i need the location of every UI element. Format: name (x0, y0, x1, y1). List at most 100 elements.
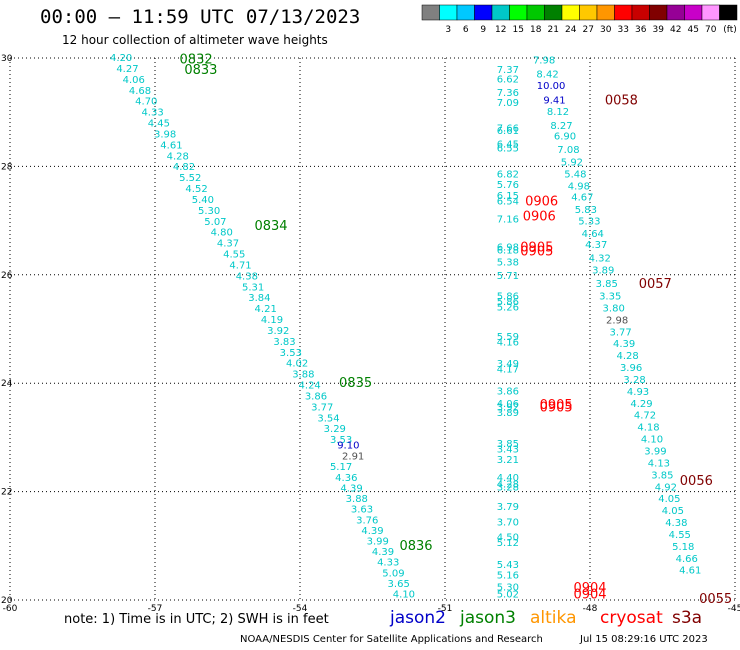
lat-tick-label: 24 (1, 379, 13, 389)
footer-credit: NOAA/NESDIS Center for Satellite Applica… (240, 634, 543, 645)
swh-value: 5.07 (204, 217, 226, 228)
swh-value: 3.89 (592, 265, 614, 276)
map-title: 00:00 – 11:59 UTC 07/13/2023 (40, 6, 361, 28)
swh-value: 4.38 (236, 271, 258, 282)
swh-value: 3.86 (497, 386, 519, 397)
swh-value: 3.53 (330, 435, 352, 446)
legend-jason2: jason2 (390, 608, 446, 628)
swh-value: 5.26 (497, 302, 519, 313)
colorbar-label: 21 (548, 25, 559, 35)
swh-value: 4.13 (648, 458, 670, 469)
colorbar-label: 6 (463, 25, 469, 35)
swh-value: 7.16 (497, 215, 519, 226)
swh-value: 3.98 (154, 129, 176, 140)
swh-value: 5.09 (382, 568, 404, 579)
swh-value: 8.42 (536, 69, 558, 80)
swh-value: 4.52 (185, 184, 207, 195)
swh-value: 3.92 (497, 403, 519, 414)
swh-value: 4.19 (261, 315, 283, 326)
swh-value: 3.84 (248, 293, 270, 304)
swh-value: 3.76 (356, 515, 378, 526)
colorbar-label: 70 (705, 25, 717, 35)
swh-value: 5.43 (497, 560, 519, 571)
swh-value: 7.98 (533, 56, 555, 67)
colorbar-label: 3 (445, 25, 451, 35)
colorbar-label: 12 (495, 25, 506, 35)
pass-time-label: 0906 (523, 209, 556, 224)
swh-value: 4.71 (229, 260, 251, 271)
swh-value: 6.61 (497, 126, 519, 137)
swh-value: 4.06 (497, 399, 519, 410)
swh-value: 7.09 (497, 98, 519, 109)
swh-value: 4.61 (160, 140, 182, 151)
swh-value: 5.02 (497, 590, 519, 601)
map-subtitle: 12 hour collection of altimeter wave hei… (62, 33, 328, 47)
lat-tick-label: 28 (1, 162, 13, 172)
swh-value: 4.45 (148, 119, 170, 130)
pass-time-label: 0056 (680, 474, 713, 489)
lon-tick-label: -54 (293, 604, 308, 614)
swh-value: 9.41 (543, 95, 565, 106)
swh-value: 8.12 (547, 107, 569, 118)
swh-value: 5.12 (497, 538, 519, 549)
swh-value: 3.88 (292, 370, 314, 381)
swh-value: 3.99 (644, 446, 666, 457)
swh-value: 3.28 (497, 482, 519, 493)
swh-value: 9.10 (337, 441, 359, 452)
pass-time-label: 0833 (184, 63, 217, 78)
swh-value: 5.71 (497, 271, 519, 282)
swh-value: 3.63 (351, 505, 373, 516)
colorbar-label: 24 (565, 25, 577, 35)
swh-value: 6.98 (497, 243, 519, 254)
swh-value: 5.86 (497, 297, 519, 308)
swh-value: 4.39 (361, 526, 383, 537)
swh-value: 4.38 (665, 518, 687, 529)
colorbar-label: 30 (600, 25, 612, 35)
swh-value: 4.61 (679, 566, 701, 577)
swh-value: 5.59 (497, 332, 519, 343)
swh-value: 5.33 (578, 217, 600, 228)
colorbar-label: 36 (635, 25, 647, 35)
lon-tick-label: -51 (438, 604, 453, 614)
swh-value: 4.93 (627, 387, 649, 398)
swh-value: 3.85 (651, 470, 673, 481)
swh-value: 4.24 (299, 381, 321, 392)
pass-time-label: 0905 (520, 241, 553, 256)
swh-value: 6.55 (497, 144, 519, 155)
swh-value: 4.18 (637, 423, 659, 434)
lat-tick-label: 30 (1, 54, 13, 64)
swh-value: 6.82 (497, 170, 519, 181)
pass-time-label: 0904 (573, 588, 606, 603)
swh-value: 4.64 (582, 229, 604, 240)
swh-value: 6.45 (497, 140, 519, 151)
swh-value: 4.10 (641, 435, 663, 446)
swh-value: 4.39 (372, 547, 394, 558)
swh-value: 5.76 (497, 180, 519, 191)
swh-value: 3.35 (599, 291, 621, 302)
pass-time-label: 0057 (639, 277, 672, 292)
swh-value: 5.40 (192, 195, 214, 206)
colorbar-label: 15 (513, 25, 524, 35)
pass-time-label: 0905 (520, 244, 553, 259)
swh-value: 3.43 (497, 444, 519, 455)
colorbar: 3 6 9 12 15 18 21 24 27 30 33 36 39 42 45 70 (ft) (421, 4, 738, 35)
swh-value: 3.65 (388, 579, 410, 590)
colorbar-swatch (719, 4, 738, 21)
swh-value: 4.28 (616, 351, 638, 362)
swh-value: 4.33 (377, 558, 399, 569)
swh-value: 4.21 (255, 304, 277, 315)
swh-value: 5.52 (179, 173, 201, 184)
swh-value: 4.50 (497, 533, 519, 544)
swh-value: 4.40 (497, 473, 519, 484)
swh-value: 4.92 (655, 482, 677, 493)
legend-altika: altika (530, 608, 577, 628)
swh-value: 5.92 (561, 158, 583, 169)
pass-time-label: 0832 (180, 53, 213, 68)
pass-time-label: 0835 (339, 376, 372, 391)
swh-value: 3.49 (497, 359, 519, 370)
swh-value: 3.88 (346, 494, 368, 505)
swh-value: 3.54 (317, 413, 339, 424)
swh-value: 4.55 (223, 250, 245, 261)
swh-value: 3.77 (311, 402, 333, 413)
